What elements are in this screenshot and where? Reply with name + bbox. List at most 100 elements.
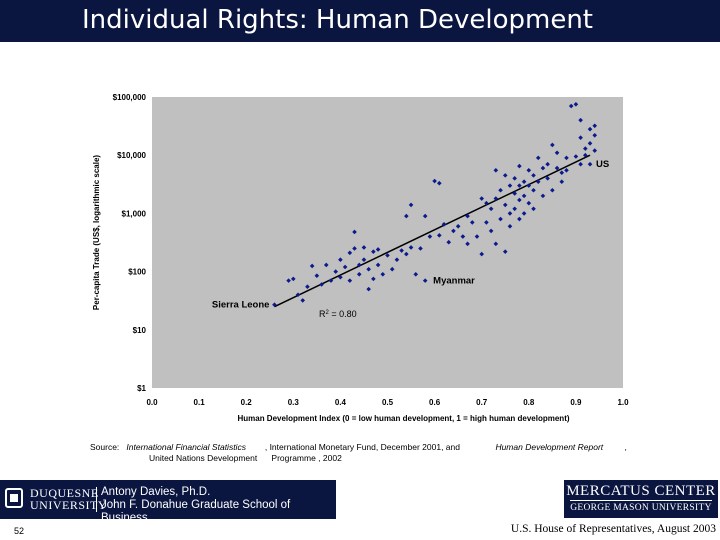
plot-background xyxy=(152,97,623,388)
plot-area: 0.0 0.1 0.2 0.3 0.4 0.5 0.6 0.7 0.8 0.9 1.0 $1 $10 $1… xyxy=(92,93,629,423)
source-title-hdr: Human Development Report xyxy=(495,442,604,452)
data-point xyxy=(479,251,484,257)
data-point xyxy=(587,161,593,167)
author-block: Antony Davies, Ph.D. John F. Donahue Gra… xyxy=(101,486,336,525)
data-point xyxy=(323,262,329,268)
data-point xyxy=(300,298,306,303)
y-tick-label: $100 xyxy=(128,268,146,277)
data-point xyxy=(338,257,343,263)
x-axis-label: Human Development Index (0 = low human d… xyxy=(237,414,569,423)
mercatus-line2: GEORGE MASON UNIVERSITY xyxy=(570,503,712,513)
data-point xyxy=(526,200,532,206)
data-point xyxy=(366,286,371,292)
y-axis-label: Per-capita Trade (US$, logarithmic scale… xyxy=(92,155,101,311)
data-point xyxy=(366,266,371,272)
slide-title: Individual Rights: Human Development xyxy=(82,5,593,35)
data-point xyxy=(502,173,508,178)
x-tick-label: 0.8 xyxy=(523,398,535,407)
data-point xyxy=(507,224,513,229)
duquesne-name: DUQUESNE UNIVERSITY xyxy=(30,487,107,511)
data-point xyxy=(583,146,588,151)
data-point xyxy=(554,165,560,171)
data-point xyxy=(488,228,494,234)
data-point xyxy=(545,176,550,181)
data-point xyxy=(272,302,277,307)
logo-divider xyxy=(96,487,97,512)
data-point xyxy=(385,253,390,258)
data-point xyxy=(422,278,428,283)
data-point xyxy=(531,206,536,212)
data-point xyxy=(361,245,367,250)
data-point xyxy=(427,234,433,239)
data-point xyxy=(559,170,565,176)
data-point xyxy=(394,257,400,263)
data-point xyxy=(502,249,508,254)
data-point xyxy=(578,135,583,140)
data-point xyxy=(319,282,324,287)
data-point xyxy=(305,284,310,290)
y-tick-label: $1 xyxy=(137,384,146,393)
data-point xyxy=(465,241,470,247)
data-point xyxy=(432,178,437,184)
data-point xyxy=(309,263,315,269)
data-point xyxy=(399,248,404,253)
duquesne-seal-icon xyxy=(5,488,23,508)
data-point xyxy=(512,176,517,181)
data-point xyxy=(371,276,376,282)
data-point xyxy=(375,262,381,268)
data-point xyxy=(469,220,475,225)
x-tick-label: 0.3 xyxy=(288,398,300,407)
x-tick-label: 0.4 xyxy=(335,398,347,407)
x-tick-label: 0.6 xyxy=(429,398,441,407)
data-point xyxy=(592,132,598,138)
y-tick-label: $100,000 xyxy=(113,93,147,102)
data-point xyxy=(356,262,362,268)
data-point xyxy=(291,276,296,282)
x-tick-label: 0.1 xyxy=(194,398,206,407)
data-point xyxy=(573,101,579,107)
annotation-label: Sierra Leone xyxy=(212,300,270,311)
footer-text: U.S. House of Representatives, August 20… xyxy=(510,523,716,535)
data-point xyxy=(465,213,470,219)
y-tick-label: $10 xyxy=(133,326,147,335)
data-point xyxy=(375,247,381,252)
data-point xyxy=(437,233,442,238)
data-point xyxy=(592,148,598,153)
title-bar: Individual Rights: Human Development xyxy=(0,0,720,42)
data-point xyxy=(451,228,456,234)
data-point xyxy=(356,271,362,277)
data-point xyxy=(517,163,522,169)
data-point xyxy=(418,246,423,251)
data-point xyxy=(342,264,348,270)
data-point xyxy=(441,221,447,227)
page-number: 52 xyxy=(14,526,25,536)
data-point xyxy=(338,274,343,280)
y-tick-label: $1,000 xyxy=(122,209,147,218)
x-tick-label: 0.2 xyxy=(241,398,253,407)
data-point xyxy=(460,234,466,239)
data-point xyxy=(446,239,452,245)
source-text-comma: , xyxy=(624,442,627,452)
data-point xyxy=(517,216,522,222)
data-point xyxy=(314,273,320,279)
r-squared-label: R2 = 0.80 xyxy=(319,309,357,319)
data-point xyxy=(512,206,517,212)
data-point xyxy=(408,245,414,250)
source-title-ifs: International Financial Statistics xyxy=(126,442,246,452)
data-point xyxy=(550,187,555,193)
x-tick-label: 0.5 xyxy=(382,398,394,407)
data-point xyxy=(517,197,522,203)
data-point xyxy=(540,193,546,199)
duquesne-line1: DUQUESNE xyxy=(30,486,99,500)
data-point xyxy=(578,161,583,167)
data-point xyxy=(455,224,461,229)
data-point xyxy=(488,206,494,212)
data-point xyxy=(498,216,503,222)
source-note: Source: International Financial Statisti… xyxy=(90,442,690,464)
source-text-imf: , International Monetary Fund, December … xyxy=(264,442,460,452)
data-point xyxy=(545,161,550,167)
data-point xyxy=(380,271,386,277)
data-point xyxy=(408,202,414,208)
mercatus-line1: MERCATUS CENTER xyxy=(566,483,716,499)
data-point xyxy=(333,269,338,274)
